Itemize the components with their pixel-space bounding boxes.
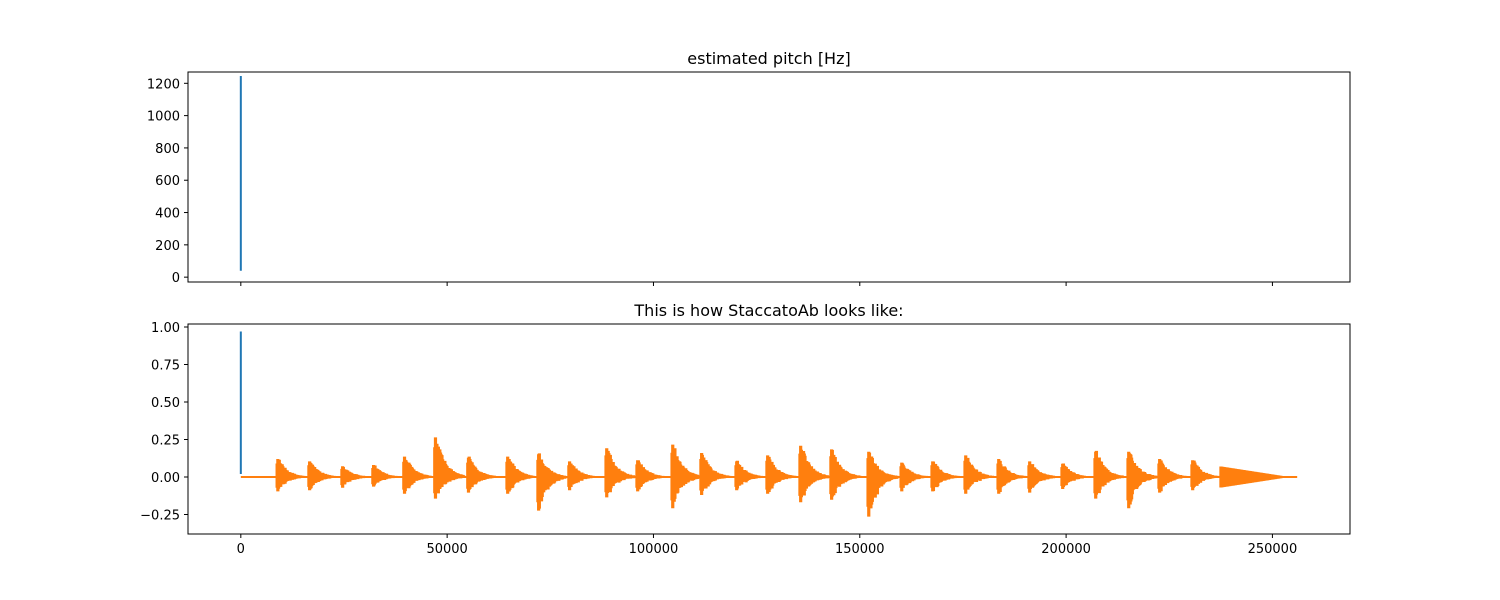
waveform-burst bbox=[1157, 459, 1190, 493]
waveform-y-axis-ticks: −0.25 0.00 0.25 0.50 0.75 1.00 bbox=[140, 321, 188, 524]
y-tick-label: 0.25 bbox=[151, 434, 180, 449]
y-tick-label: 1200 bbox=[147, 77, 180, 92]
waveform-burst bbox=[798, 445, 831, 503]
waveform-subplot-title: This is how StaccatoAb looks like: bbox=[633, 301, 903, 320]
y-tick-label: 0.50 bbox=[151, 396, 180, 411]
waveform-burst bbox=[1190, 460, 1223, 491]
x-tick-label: 100000 bbox=[629, 542, 679, 557]
pitch-subplot-title: estimated pitch [Hz] bbox=[687, 49, 850, 68]
waveform-burst bbox=[734, 460, 767, 491]
y-tick-label: 0.00 bbox=[151, 471, 180, 486]
x-tick-label: 200000 bbox=[1041, 542, 1091, 557]
waveform-burst bbox=[307, 461, 340, 491]
waveform-burst bbox=[371, 465, 404, 487]
pitch-subplot: estimated pitch [Hz] 0 200 400 600 800 1000 12… bbox=[147, 49, 1351, 286]
x-tick-label: 250000 bbox=[1248, 542, 1298, 557]
waveform-burst bbox=[635, 460, 668, 492]
y-tick-label: 0 bbox=[172, 271, 180, 286]
pitch-y-axis-ticks: 0 200 400 600 800 1000 1200 bbox=[147, 77, 188, 286]
waveform-burst bbox=[1093, 450, 1126, 499]
x-tick-label: 0 bbox=[237, 542, 245, 557]
waveform-burst bbox=[1027, 461, 1060, 493]
y-tick-label: 1000 bbox=[147, 110, 180, 125]
x-tick-label: 50000 bbox=[426, 542, 467, 557]
waveform-tail bbox=[1219, 466, 1290, 488]
waveform-subplot: This is how StaccatoAb looks like: 0 5000… bbox=[140, 301, 1351, 557]
x-tick-label: 150000 bbox=[835, 542, 885, 557]
waveform-burst bbox=[670, 444, 703, 509]
pitch-x-axis-ticks bbox=[240, 282, 1273, 286]
waveform-burst bbox=[567, 461, 600, 491]
waveform-burst bbox=[1126, 451, 1159, 509]
waveform-burst bbox=[340, 466, 373, 488]
waveform-burst bbox=[604, 448, 637, 498]
waveform-burst bbox=[866, 451, 899, 517]
waveform-burst bbox=[402, 456, 435, 494]
y-tick-label: 600 bbox=[155, 174, 180, 189]
waveform-burst bbox=[699, 453, 732, 495]
y-tick-label: 200 bbox=[155, 239, 180, 254]
waveform-x-axis-ticks: 0 50000 100000 150000 200000 250000 bbox=[237, 534, 1298, 557]
waveform-burst bbox=[505, 456, 538, 494]
waveform-burst bbox=[996, 459, 1029, 494]
y-tick-label: 400 bbox=[155, 207, 180, 222]
waveform-plot-frame bbox=[187, 323, 1351, 535]
waveform-burst bbox=[433, 437, 466, 499]
waveform-burst bbox=[930, 461, 963, 492]
y-tick-label: −0.25 bbox=[140, 509, 180, 524]
waveform-burst bbox=[466, 456, 499, 493]
waveform-series bbox=[239, 331, 1298, 517]
pitch-plot-frame bbox=[187, 71, 1351, 283]
waveform-burst bbox=[536, 453, 569, 511]
waveform-burst bbox=[1060, 463, 1093, 489]
waveform-burst bbox=[829, 449, 862, 500]
waveform-burst bbox=[765, 455, 798, 494]
waveform-burst bbox=[963, 455, 996, 494]
waveform-burst bbox=[899, 462, 932, 492]
waveform-burst bbox=[275, 459, 308, 492]
y-tick-label: 1.00 bbox=[151, 321, 180, 336]
y-tick-label: 0.75 bbox=[151, 359, 180, 374]
y-tick-label: 800 bbox=[155, 142, 180, 157]
